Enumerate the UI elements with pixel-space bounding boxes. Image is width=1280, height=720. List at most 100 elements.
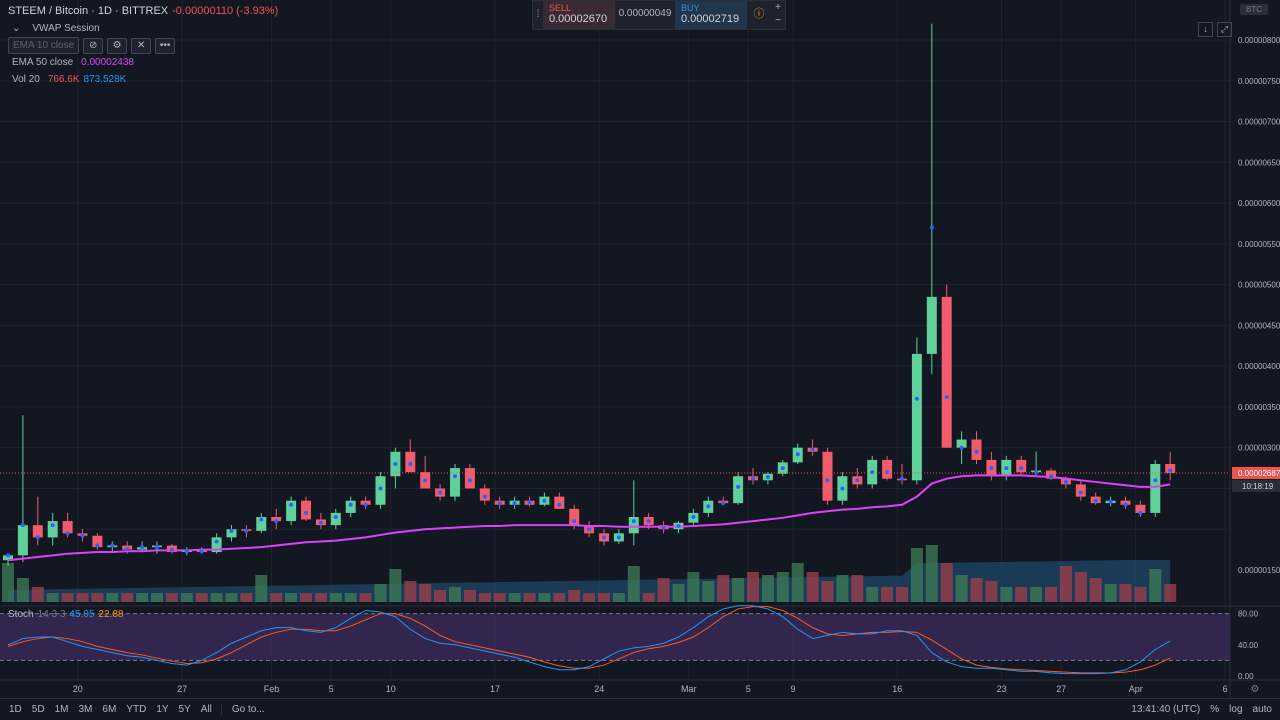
volume-bar xyxy=(553,593,566,602)
vol-legend[interactable]: Vol 20 xyxy=(12,74,40,85)
volume-bar xyxy=(46,593,59,602)
vwap-dot xyxy=(900,476,904,481)
volume-bar xyxy=(568,590,581,602)
candle-body xyxy=(1120,500,1131,505)
time-tick-label: 27 xyxy=(177,684,187,694)
stoch-k-line xyxy=(7,605,1171,675)
candle-body xyxy=(1165,464,1176,473)
settings-gear-icon[interactable]: ⚙ xyxy=(107,37,128,54)
ema50-value: 0.00002438 xyxy=(81,57,134,68)
alert-info-icon[interactable]: ⓘ xyxy=(753,8,765,20)
time-tick-label: 5 xyxy=(329,684,334,694)
vol-value-2: 873.528K xyxy=(83,74,127,85)
vwap-dot xyxy=(155,545,159,550)
download-icon[interactable]: ↓ xyxy=(1198,22,1213,37)
drag-handle-icon[interactable]: ⁞ xyxy=(536,8,540,20)
candle-body xyxy=(286,500,297,522)
more-icon[interactable]: ••• xyxy=(155,37,176,54)
fullscreen-icon[interactable]: ⤢ xyxy=(1217,22,1232,37)
volume-bar xyxy=(583,593,596,602)
hide-eye-icon[interactable]: ⊘ xyxy=(83,37,104,54)
volume-bar xyxy=(1015,587,1028,602)
buy-button[interactable]: BUY 0.00002719 xyxy=(675,1,747,29)
vwap-dot xyxy=(1004,466,1009,471)
price-tick-label: 0.00000800 xyxy=(1238,36,1280,45)
timeframe-all[interactable]: All xyxy=(200,704,212,715)
candle-body xyxy=(256,517,267,531)
vwap-dot xyxy=(1034,470,1039,475)
price-tick-label: 0.00000400 xyxy=(1238,362,1280,371)
time-axis: 20 27 Feb 5 10 17 24 Mar 5 9 16 23 27 Apr 6 ⚙ xyxy=(0,679,1280,695)
volume-bar xyxy=(1149,569,1162,602)
timeframe-6m[interactable]: 6M xyxy=(102,704,117,715)
vwap-dot xyxy=(1138,510,1143,515)
vwap-dot xyxy=(885,470,890,475)
symbol-title[interactable]: STEEM / Bitcoin · 1D · BITTREX xyxy=(8,5,169,17)
log-toggle[interactable]: log xyxy=(1229,704,1243,715)
plus-button[interactable]: + xyxy=(775,2,781,13)
timeframe-1d[interactable]: 1D xyxy=(9,704,22,715)
candle-body xyxy=(271,517,282,522)
vwap-dot xyxy=(840,486,845,491)
trade-panel: ⁞ SELL 0.00002670 0.00000049 BUY 0.00002… xyxy=(532,0,786,30)
stoch-label[interactable]: Stoch xyxy=(8,609,34,620)
candle-body xyxy=(464,468,475,489)
goto-button[interactable]: Go to... xyxy=(220,704,275,715)
volume-bar xyxy=(1045,587,1057,602)
volume-bar xyxy=(121,593,134,602)
ema10-legend[interactable]: EMA 10 close xyxy=(8,37,80,54)
vwap-dot xyxy=(50,523,55,528)
candle-body xyxy=(345,500,356,513)
volume-bar xyxy=(747,572,759,602)
bottom-toolbar: 1D 5D 1M 3M 6M YTD 1Y 5Y All Go to... 13:41:40 (… xyxy=(0,698,1280,720)
volume-bar xyxy=(1074,572,1087,602)
timeframe-1y[interactable]: 1Y xyxy=(156,704,169,715)
time-tick-label: 16 xyxy=(892,684,902,694)
time-tick-label: 5 xyxy=(746,684,751,694)
vwap-dot xyxy=(1063,479,1068,484)
chevron-down-icon[interactable]: ⌄ xyxy=(12,23,21,34)
timeframe-5y[interactable]: 5Y xyxy=(178,704,191,715)
stoch-params: 14 3 3 xyxy=(37,609,66,620)
candle-body xyxy=(822,451,833,501)
sell-price: 0.00002670 xyxy=(549,13,608,25)
volume-bar xyxy=(210,593,223,602)
timeframe-3m[interactable]: 3M xyxy=(78,704,93,715)
volume-bar xyxy=(896,587,908,602)
spread-value: 0.00000049 xyxy=(618,8,672,19)
sell-label: SELL xyxy=(549,3,572,13)
minus-button[interactable]: − xyxy=(775,15,781,26)
ema50-legend[interactable]: EMA 50 close xyxy=(12,57,74,68)
volume-bar xyxy=(761,575,774,602)
price-chart[interactable]: 0.00000800 0.00000750 0.00000700 0.00000650… xyxy=(0,0,1280,698)
candle-body xyxy=(1016,459,1027,473)
vwap-dot xyxy=(557,502,562,507)
vwap-dot xyxy=(751,476,755,481)
close-icon[interactable]: ✕ xyxy=(131,37,152,54)
vwap-dot xyxy=(482,494,487,499)
vwap-legend[interactable]: VWAP Session xyxy=(32,23,100,34)
sell-button[interactable]: SELL 0.00002670 xyxy=(543,1,615,29)
volume-bar xyxy=(955,575,968,602)
volume-bar xyxy=(136,593,149,602)
timeframe-5d[interactable]: 5D xyxy=(31,704,45,715)
timeframe-1m[interactable]: 1M xyxy=(54,704,69,715)
timeframe-ytd[interactable]: YTD xyxy=(126,704,147,715)
vwap-dot xyxy=(169,547,174,552)
vwap-dot xyxy=(1093,498,1098,503)
volume-bar xyxy=(329,593,342,602)
volume-bars xyxy=(2,545,1177,602)
auto-toggle[interactable]: auto xyxy=(1252,704,1272,715)
volume-bar xyxy=(434,590,447,602)
percent-toggle[interactable]: % xyxy=(1210,704,1220,715)
candle-body xyxy=(1150,464,1161,513)
volume-bar xyxy=(598,593,610,602)
volume-bar xyxy=(642,593,655,602)
volume-bar xyxy=(389,569,402,602)
vwap-dot xyxy=(214,539,219,544)
vwap-dot xyxy=(1153,478,1158,483)
candle-body xyxy=(211,537,222,553)
vwap-dot xyxy=(438,490,443,495)
volume-bar xyxy=(1030,587,1043,602)
candle-body xyxy=(628,517,639,534)
